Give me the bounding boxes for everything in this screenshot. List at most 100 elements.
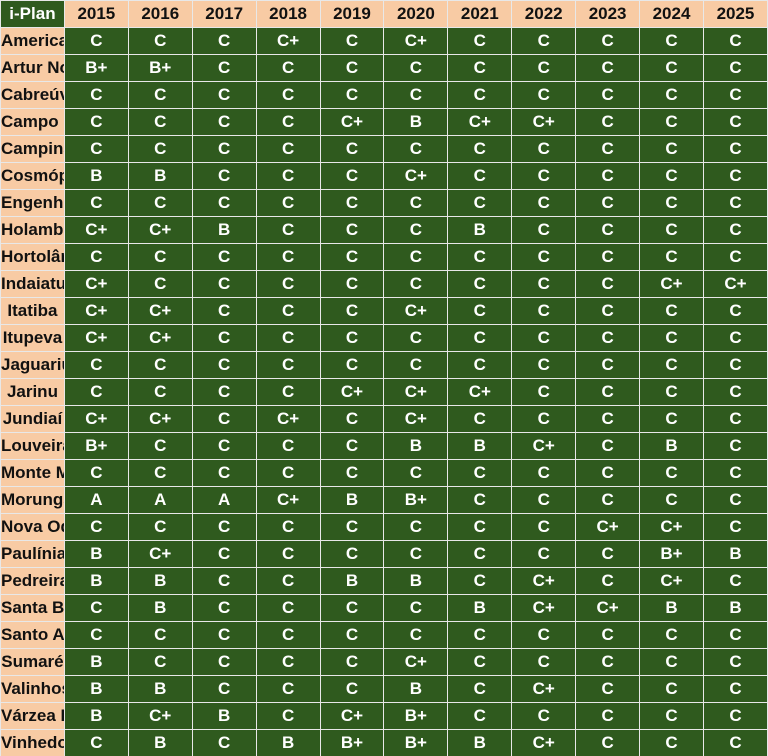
- city-name: Paulínia: [0, 540, 65, 568]
- grade-cell: C+: [575, 594, 641, 622]
- grade-cell: B: [447, 729, 513, 756]
- grade-cell: C: [63, 108, 129, 136]
- grade-cell: C: [447, 405, 513, 433]
- year-header: 2018: [255, 0, 321, 28]
- grade-cell: C: [575, 567, 641, 595]
- grade-cell: C: [639, 459, 704, 487]
- city-name: Indaiatuba: [0, 270, 65, 298]
- grade-cell: C: [511, 351, 577, 379]
- grade-cell: C: [511, 324, 577, 352]
- grade-cell: C: [447, 513, 513, 541]
- grade-cell: C+: [63, 324, 129, 352]
- grade-cell: C: [127, 189, 193, 217]
- city-name: Valinhos: [0, 675, 65, 703]
- grade-cell: C: [191, 675, 257, 703]
- grade-cell: C: [191, 270, 257, 298]
- grade-cell: C: [127, 135, 193, 163]
- year-header: 2017: [191, 0, 257, 28]
- grade-cell: C: [447, 459, 513, 487]
- grade-cell: C: [319, 513, 385, 541]
- grade-cell: C: [127, 351, 193, 379]
- grade-cell: C: [383, 243, 449, 271]
- grade-cell: C+: [127, 297, 193, 325]
- grade-cell: C: [702, 162, 768, 190]
- grade-cell: C+: [383, 648, 449, 676]
- grade-cell: C: [383, 216, 449, 244]
- city-name: Morungaba: [0, 486, 65, 514]
- table-row: Valinhos B B C C C B C C+ C C C: [0, 675, 768, 703]
- grade-cell: C: [511, 189, 577, 217]
- grade-cell: C: [191, 378, 257, 406]
- grade-cell: C: [63, 594, 129, 622]
- grade-cell: C: [702, 297, 768, 325]
- grade-cell: C: [702, 351, 768, 379]
- grade-cell: C: [702, 675, 768, 703]
- grade-cell: C: [191, 405, 257, 433]
- grade-cell: C: [191, 162, 257, 190]
- grade-cell: C: [127, 27, 193, 55]
- grade-cell: C: [639, 648, 704, 676]
- grade-cell: C: [191, 27, 257, 55]
- grade-cell: C: [383, 270, 449, 298]
- grade-cell: C: [319, 189, 385, 217]
- grade-cell: C: [383, 81, 449, 109]
- grade-cell: C: [702, 513, 768, 541]
- grade-cell: C: [191, 567, 257, 595]
- grade-cell: A: [63, 486, 129, 514]
- grade-cell: C: [575, 243, 641, 271]
- table-row: Jarinu C C C C C+ C+ C+ C C C C: [0, 378, 768, 406]
- grade-cell: C+: [127, 324, 193, 352]
- grade-cell: C+: [255, 405, 321, 433]
- grade-cell: C+: [639, 567, 704, 595]
- grade-cell: C: [575, 486, 641, 514]
- grade-cell: C: [511, 459, 577, 487]
- grade-cell: C: [575, 432, 641, 460]
- grade-cell: B+: [383, 486, 449, 514]
- grade-cell: C: [255, 243, 321, 271]
- grade-cell: C: [639, 378, 704, 406]
- city-name: Campo Limpo Paulista: [0, 108, 65, 136]
- grade-cell: C: [63, 27, 129, 55]
- grade-cell: B: [127, 729, 193, 756]
- grade-cell: C: [575, 459, 641, 487]
- table-row: Santa Bárbara d'OesteCBCCCCBC+C+BB: [0, 594, 768, 622]
- grade-cell: C+: [127, 540, 193, 568]
- grade-cell: C: [575, 297, 641, 325]
- grade-cell: C: [191, 81, 257, 109]
- grade-cell: C: [575, 162, 641, 190]
- grade-cell: C: [255, 594, 321, 622]
- grade-cell: C: [639, 108, 704, 136]
- grade-cell: B: [383, 432, 449, 460]
- grade-cell: C: [383, 513, 449, 541]
- grade-cell: C+: [575, 513, 641, 541]
- grade-cell: C: [511, 540, 577, 568]
- grade-cell: C: [319, 459, 385, 487]
- grade-cell: C: [319, 351, 385, 379]
- table-row: JaguariúnaCCCCCCCCCCC: [0, 351, 768, 379]
- grade-cell: C: [319, 81, 385, 109]
- grade-cell: C: [575, 405, 641, 433]
- grade-cell: C: [447, 162, 513, 190]
- grade-cell: B: [383, 108, 449, 136]
- grade-cell: C: [127, 270, 193, 298]
- grade-cell: C: [255, 702, 321, 730]
- grade-cell: C: [319, 648, 385, 676]
- grade-cell: C: [575, 621, 641, 649]
- grade-cell: C: [255, 432, 321, 460]
- grade-cell: C: [639, 702, 704, 730]
- grade-cell: C: [575, 27, 641, 55]
- grade-cell: C: [447, 243, 513, 271]
- grade-cell: B: [127, 594, 193, 622]
- grade-cell: C: [63, 243, 129, 271]
- grade-cell: C+: [383, 27, 449, 55]
- city-name: Louveira: [0, 432, 65, 460]
- grade-cell: C: [511, 54, 577, 82]
- grade-cell: C+: [639, 270, 704, 298]
- grade-cell: C: [702, 702, 768, 730]
- grade-cell: C: [639, 324, 704, 352]
- grade-cell: B+: [383, 729, 449, 756]
- grade-cell: C: [575, 702, 641, 730]
- grade-cell: B: [702, 594, 768, 622]
